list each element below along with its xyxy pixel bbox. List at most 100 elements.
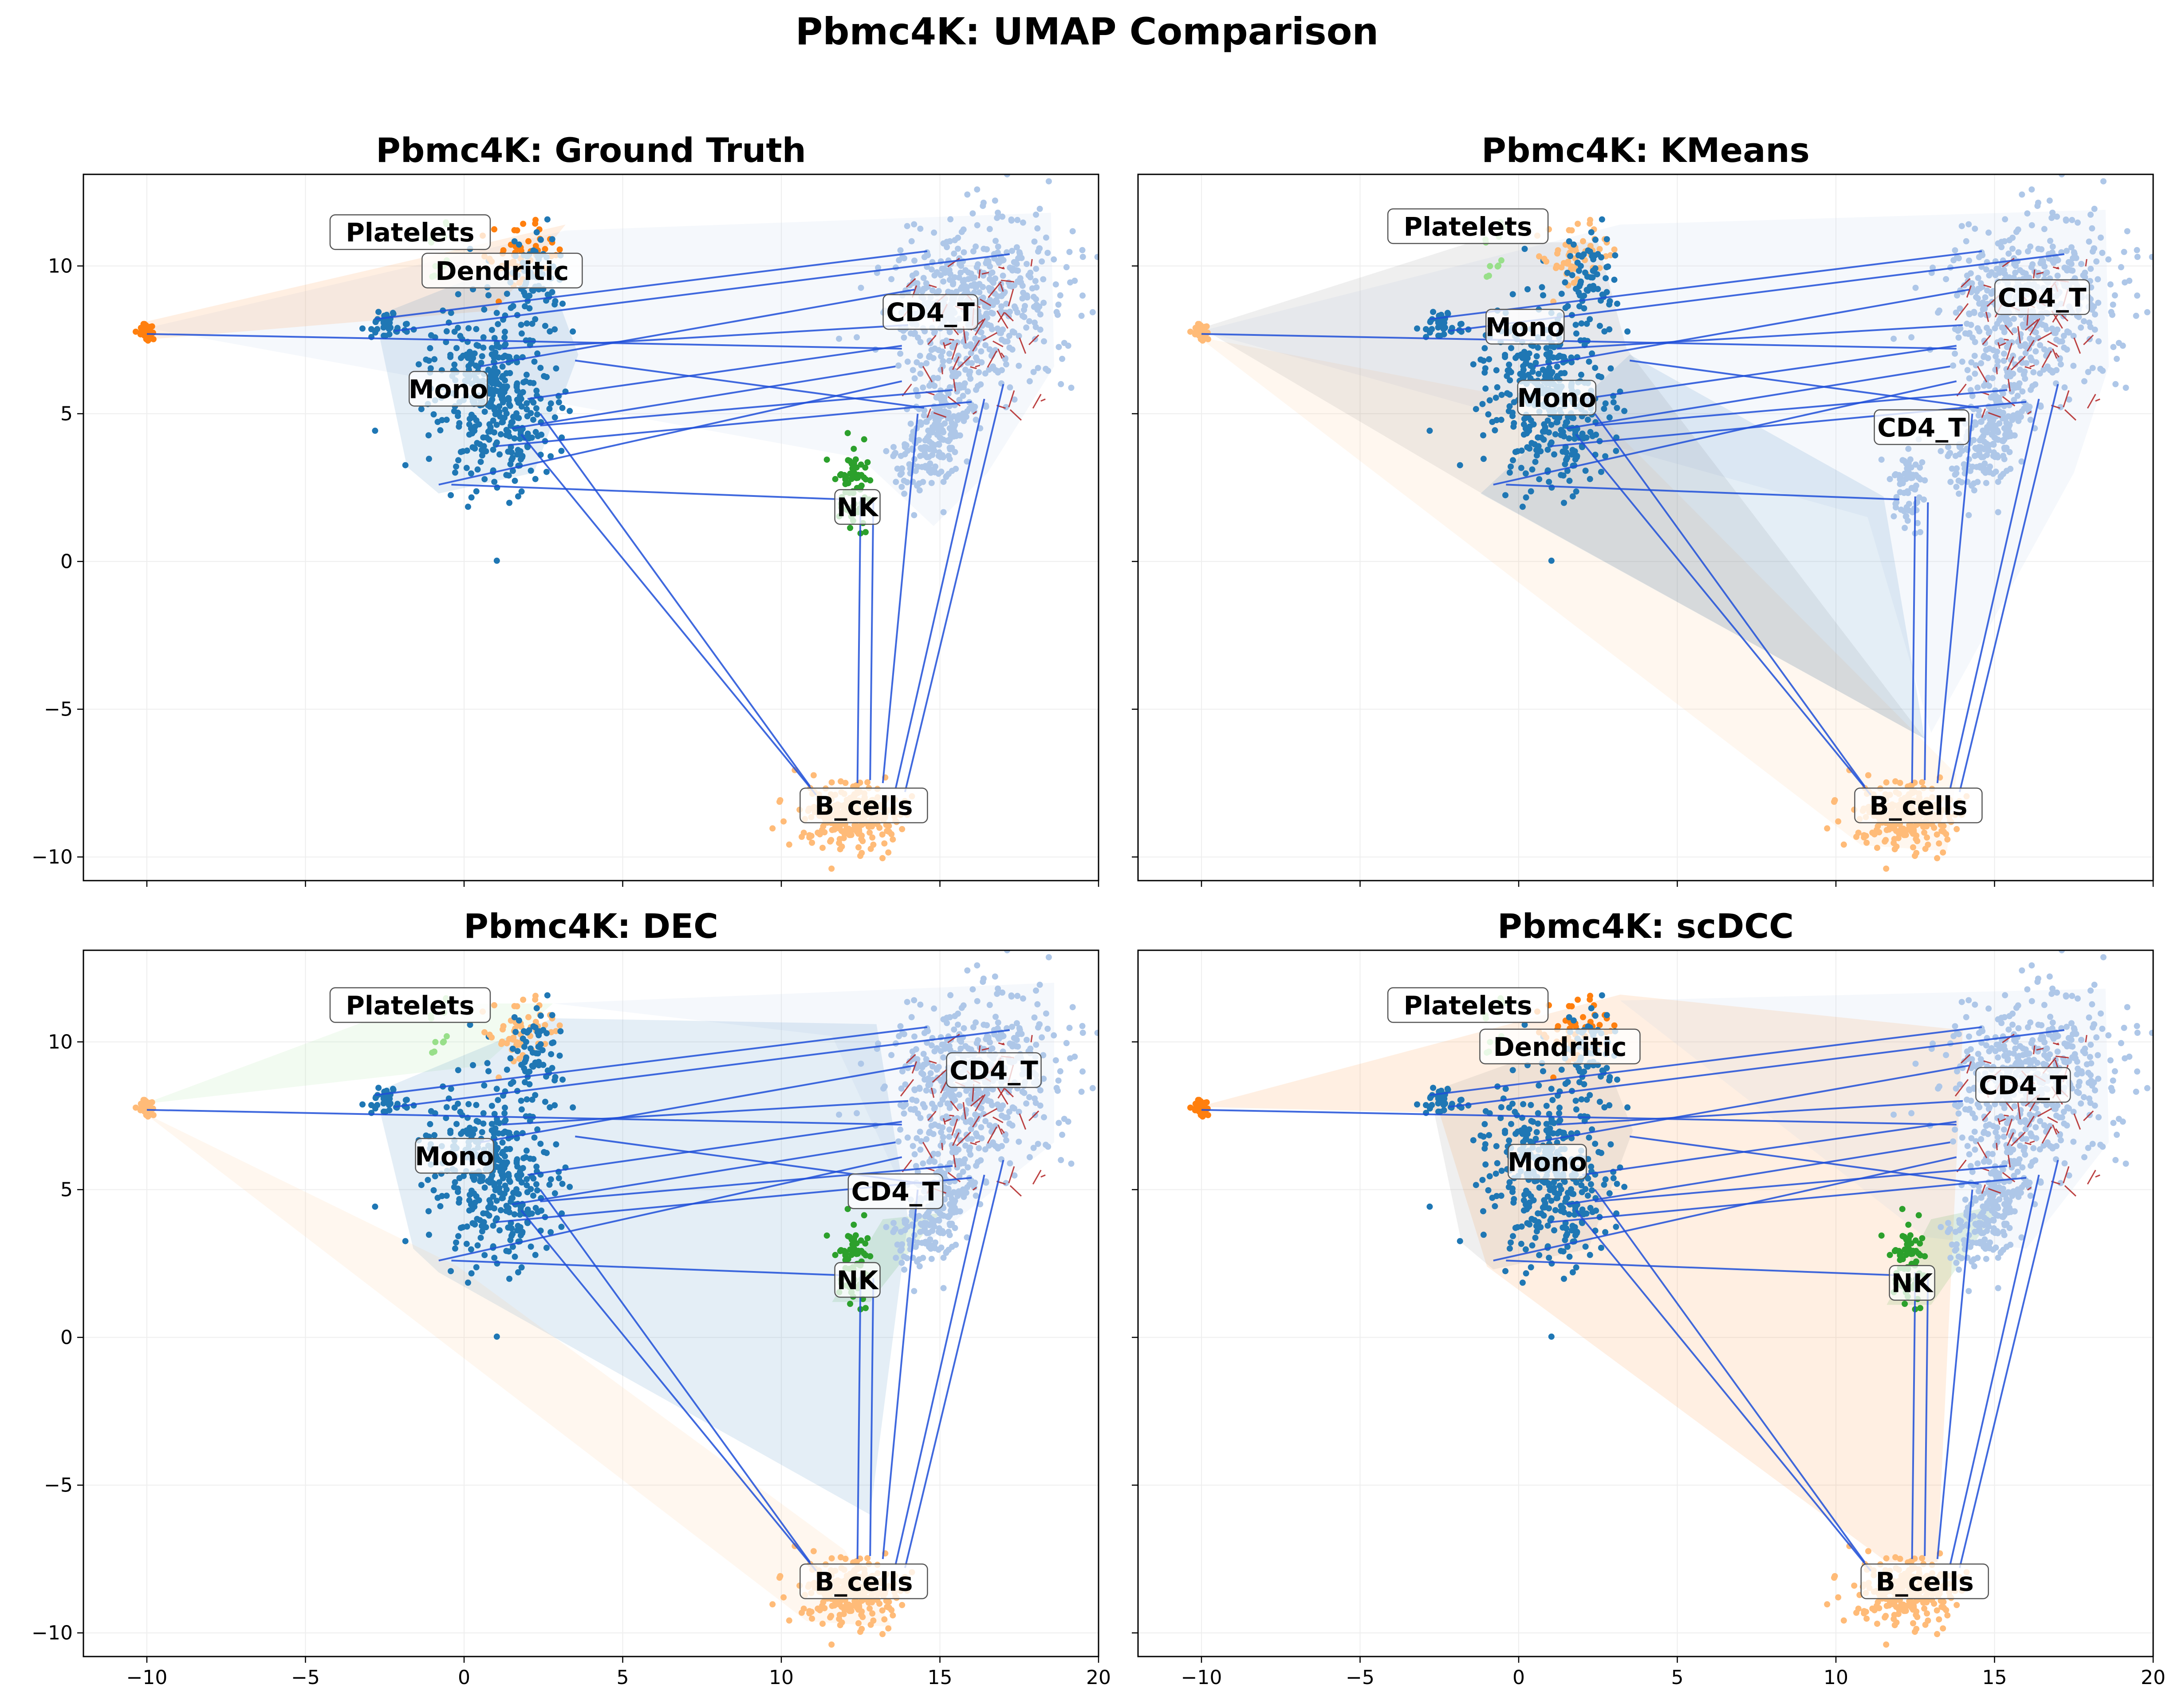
scatter-point (2144, 309, 2150, 315)
scatter-point (1587, 216, 1593, 223)
edge-red (2095, 398, 2100, 402)
scatter-point (523, 371, 530, 378)
scatter-point (935, 375, 941, 382)
scatter-point (1886, 476, 1893, 482)
scatter-point (1968, 322, 1974, 328)
scatter-point (480, 1110, 487, 1117)
scatter-point (998, 308, 1004, 315)
scatter-point (913, 1046, 919, 1053)
scatter-point (1099, 968, 1105, 975)
edge-red (1000, 352, 1005, 358)
scatter-point (899, 826, 906, 832)
scatter-point (133, 1104, 139, 1111)
scatter-point (882, 1083, 888, 1090)
scatter-point (2155, 272, 2162, 279)
scatter-point (831, 1602, 838, 1609)
scatter-point (998, 336, 1005, 343)
scatter-point (946, 445, 953, 451)
scatter-point (2063, 216, 2069, 223)
scatter-point (547, 453, 554, 460)
scatter-point (1043, 1010, 1049, 1017)
scatter-point (808, 1609, 815, 1615)
scatter-point (465, 354, 471, 361)
scatter-point (488, 351, 495, 358)
scatter-point (1916, 494, 1922, 501)
panel-title: Pbmc4K: DEC (464, 906, 718, 946)
scatter-point (968, 1097, 975, 1103)
scatter-point (2022, 341, 2028, 348)
scatter-point (1890, 335, 1897, 342)
scatter-point (1575, 268, 1582, 274)
scatter-point (1020, 219, 1026, 226)
scatter-point (933, 394, 940, 401)
scatter-point (470, 1062, 476, 1068)
scatter-point (2087, 211, 2094, 218)
scatter-point (1994, 348, 2001, 355)
scatter-point (957, 1045, 964, 1052)
scatter-point (2053, 336, 2060, 343)
scatter-point (1567, 253, 1574, 260)
scatter-point (518, 1264, 525, 1271)
scatter-point (913, 1098, 920, 1104)
scatter-point (1013, 1020, 1020, 1027)
scatter-point (869, 834, 876, 841)
scatter-point (1099, 1015, 1105, 1021)
scatter-point (430, 411, 437, 417)
scatter-point (2003, 315, 2009, 321)
scatter-point (809, 1615, 815, 1622)
scatter-point (996, 1106, 1003, 1112)
scatter-point (917, 370, 924, 377)
scatter-point (491, 366, 497, 373)
scatter-point (1544, 446, 1551, 453)
scatter-point (999, 213, 1006, 220)
edge-blue (1629, 359, 1979, 409)
scatter-point (1967, 387, 1974, 394)
scatter-point (1481, 369, 1488, 376)
scatter-point (1977, 285, 1983, 292)
scatter-point (1457, 321, 1464, 327)
scatter-point (990, 302, 996, 308)
scatter-point (2095, 276, 2101, 283)
scatter-point (941, 1045, 948, 1052)
scatter-point (842, 1257, 849, 1263)
scatter-point (532, 216, 539, 223)
scatter-point (1522, 360, 1529, 367)
scatter-point (914, 359, 920, 366)
scatter-point (1039, 258, 1045, 265)
scatter-point (2011, 382, 2017, 388)
scatter-point (529, 320, 536, 327)
scatter-point (515, 1175, 522, 1182)
edge-blue (394, 253, 1010, 332)
scatter-point (1016, 1025, 1023, 1031)
scatter-point (1023, 324, 1030, 331)
scatter-point (1550, 354, 1556, 361)
scatter-point (1585, 247, 1591, 254)
scatter-point (431, 356, 438, 362)
scatter-point (502, 341, 509, 348)
scatter-point (1040, 1075, 1047, 1082)
scatter-point (507, 1237, 514, 1244)
scatter-point (1993, 393, 1999, 399)
scatter-point (1014, 216, 1021, 223)
scatter-point (1061, 340, 1067, 346)
scatter-point (504, 1067, 510, 1073)
scatter-point (926, 454, 932, 460)
scatter-point (1519, 354, 1526, 361)
scatter-point (1621, 408, 1628, 414)
scatter-point (2091, 245, 2097, 252)
scatter-point (2078, 261, 2084, 267)
scatter-point (1957, 325, 1964, 332)
scatter-point (570, 328, 576, 335)
scatter-point (929, 287, 936, 294)
scatter-point (524, 406, 530, 413)
scatter-point (1007, 308, 1013, 315)
scatter-point (463, 1240, 470, 1247)
edge-red (997, 312, 1005, 323)
scatter-point (2010, 274, 2017, 281)
scatter-point (2018, 458, 2025, 465)
scatter-point (147, 1099, 154, 1106)
scatter-point (940, 358, 946, 365)
scatter-point (530, 1023, 537, 1030)
scatter-point (504, 291, 510, 297)
scatter-point (1021, 314, 1028, 320)
